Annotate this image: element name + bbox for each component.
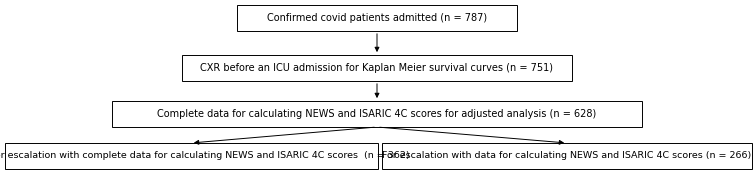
Text: CXR before an ICU admission for Kaplan Meier survival curves (n = 751): CXR before an ICU admission for Kaplan M… <box>201 63 553 73</box>
FancyBboxPatch shape <box>112 101 642 127</box>
FancyBboxPatch shape <box>237 5 517 31</box>
FancyBboxPatch shape <box>5 143 378 169</box>
FancyBboxPatch shape <box>182 55 572 81</box>
Text: Confirmed covid patients admitted (n = 787): Confirmed covid patients admitted (n = 7… <box>267 13 487 23</box>
Text: Not for escalation with complete data for calculating NEWS and ISARIC 4C scores : Not for escalation with complete data fo… <box>0 152 410 160</box>
Text: For escalation with data for calculating NEWS and ISARIC 4C scores (n = 266): For escalation with data for calculating… <box>382 152 752 160</box>
Text: Complete data for calculating NEWS and ISARIC 4C scores for adjusted analysis (n: Complete data for calculating NEWS and I… <box>158 109 596 119</box>
FancyBboxPatch shape <box>382 143 752 169</box>
